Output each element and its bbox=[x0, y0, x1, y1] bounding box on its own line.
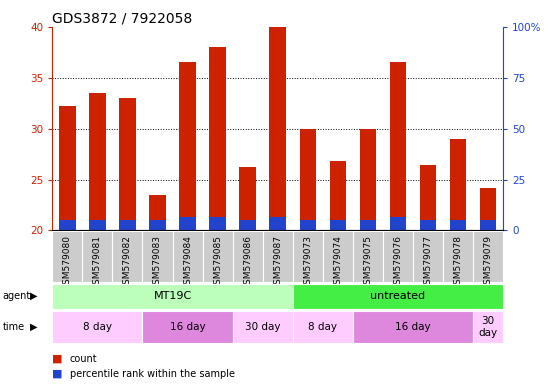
Text: ■: ■ bbox=[52, 354, 63, 364]
Text: GDS3872 / 7922058: GDS3872 / 7922058 bbox=[52, 12, 192, 26]
Bar bbox=[89, 220, 106, 230]
Bar bbox=[59, 220, 75, 230]
Bar bbox=[239, 220, 256, 230]
Bar bbox=[293, 283, 503, 309]
Text: GSM579085: GSM579085 bbox=[213, 235, 222, 290]
Bar bbox=[112, 231, 142, 282]
Text: untreated: untreated bbox=[371, 291, 426, 301]
Bar bbox=[179, 217, 196, 230]
Text: time: time bbox=[3, 322, 25, 332]
Text: 30 day: 30 day bbox=[245, 322, 280, 332]
Bar bbox=[173, 231, 202, 282]
Text: ■: ■ bbox=[52, 369, 63, 379]
Bar bbox=[390, 63, 406, 230]
Text: GSM579083: GSM579083 bbox=[153, 235, 162, 290]
Text: count: count bbox=[70, 354, 97, 364]
Bar bbox=[202, 231, 233, 282]
Bar bbox=[293, 231, 323, 282]
Text: MT19C: MT19C bbox=[153, 291, 191, 301]
Text: percentile rank within the sample: percentile rank within the sample bbox=[70, 369, 235, 379]
Bar bbox=[149, 220, 166, 230]
Text: GSM579078: GSM579078 bbox=[454, 235, 463, 290]
Text: ▶: ▶ bbox=[30, 322, 38, 332]
Text: 8 day: 8 day bbox=[83, 322, 112, 332]
Text: GSM579077: GSM579077 bbox=[424, 235, 433, 290]
Bar bbox=[89, 93, 106, 230]
Bar bbox=[420, 165, 436, 230]
Bar bbox=[443, 231, 473, 282]
Text: GSM579087: GSM579087 bbox=[273, 235, 282, 290]
Bar bbox=[52, 311, 142, 343]
Bar bbox=[59, 106, 75, 230]
Text: GSM579084: GSM579084 bbox=[183, 235, 192, 290]
Bar bbox=[480, 188, 497, 230]
Bar bbox=[353, 311, 473, 343]
Bar bbox=[149, 195, 166, 230]
Bar bbox=[239, 167, 256, 230]
Bar bbox=[119, 220, 136, 230]
Bar bbox=[210, 217, 226, 230]
Text: ▶: ▶ bbox=[30, 291, 38, 301]
Text: GSM579073: GSM579073 bbox=[303, 235, 312, 290]
Text: agent: agent bbox=[3, 291, 31, 301]
Text: GSM579081: GSM579081 bbox=[93, 235, 102, 290]
Bar bbox=[420, 220, 436, 230]
Bar bbox=[473, 231, 503, 282]
Bar bbox=[360, 220, 376, 230]
Bar bbox=[300, 129, 316, 230]
Bar bbox=[52, 231, 82, 282]
Bar bbox=[450, 220, 466, 230]
Bar bbox=[179, 63, 196, 230]
Bar bbox=[293, 311, 353, 343]
Bar bbox=[82, 231, 112, 282]
Bar bbox=[142, 231, 173, 282]
Text: 16 day: 16 day bbox=[395, 322, 431, 332]
Bar bbox=[390, 217, 406, 230]
Bar bbox=[360, 129, 376, 230]
Text: GSM579074: GSM579074 bbox=[333, 235, 343, 290]
Bar bbox=[353, 231, 383, 282]
Bar bbox=[413, 231, 443, 282]
Text: GSM579079: GSM579079 bbox=[483, 235, 493, 290]
Bar bbox=[473, 311, 503, 343]
Text: 16 day: 16 day bbox=[170, 322, 205, 332]
Text: GSM579080: GSM579080 bbox=[63, 235, 72, 290]
Bar bbox=[119, 98, 136, 230]
Bar bbox=[329, 220, 346, 230]
Bar bbox=[450, 139, 466, 230]
Bar bbox=[480, 220, 497, 230]
Bar bbox=[233, 311, 293, 343]
Bar bbox=[323, 231, 353, 282]
Bar bbox=[300, 220, 316, 230]
Text: GSM579082: GSM579082 bbox=[123, 235, 132, 290]
Bar bbox=[142, 311, 233, 343]
Bar bbox=[233, 231, 263, 282]
Text: 30
day: 30 day bbox=[478, 316, 498, 338]
Bar bbox=[383, 231, 413, 282]
Bar bbox=[329, 161, 346, 230]
Bar bbox=[263, 231, 293, 282]
Bar bbox=[270, 217, 286, 230]
Text: GSM579086: GSM579086 bbox=[243, 235, 252, 290]
Text: 8 day: 8 day bbox=[309, 322, 337, 332]
Text: GSM579075: GSM579075 bbox=[364, 235, 372, 290]
Bar bbox=[210, 47, 226, 230]
Bar bbox=[270, 27, 286, 230]
Bar bbox=[52, 283, 293, 309]
Text: GSM579076: GSM579076 bbox=[393, 235, 403, 290]
